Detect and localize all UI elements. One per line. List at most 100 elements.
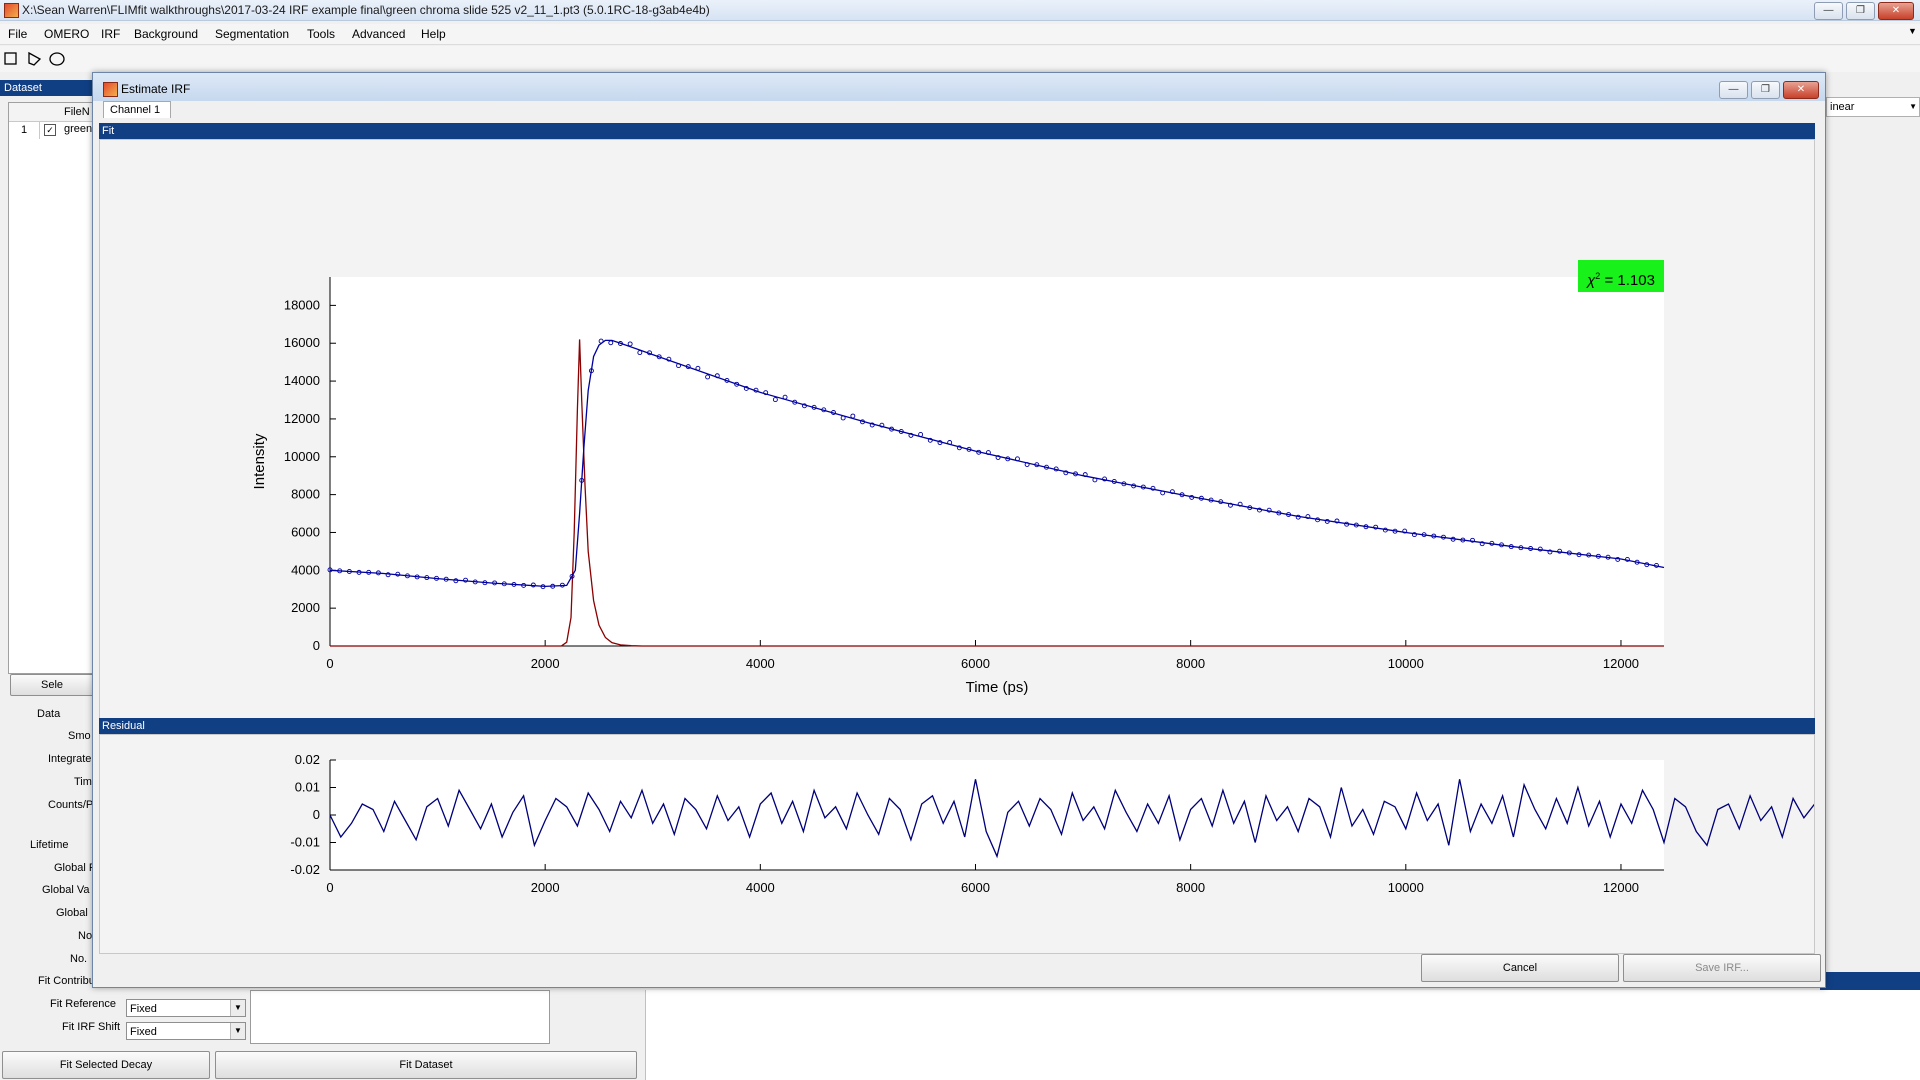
fit-reference-value: Fixed xyxy=(130,1003,157,1015)
data-point xyxy=(1557,548,1563,554)
y-tick-label: -0.02 xyxy=(290,862,320,877)
data-point xyxy=(666,356,672,362)
menu-help[interactable]: Help xyxy=(421,27,446,41)
menu-tools[interactable]: Tools xyxy=(307,27,336,41)
data-point xyxy=(695,365,701,371)
dataset-panel-header: Dataset xyxy=(0,80,96,96)
menu-omero[interactable]: OMERO xyxy=(44,27,90,41)
data-point xyxy=(1257,507,1262,513)
main-window-title: X:\Sean Warren\FLIMfit walkthroughs\2017… xyxy=(22,3,710,17)
data-point xyxy=(714,373,720,379)
row-filename[interactable]: green xyxy=(64,123,93,135)
x-tick-label: 2000 xyxy=(531,880,560,895)
polygon-tool-icon[interactable] xyxy=(28,51,42,66)
dialog-title: Estimate IRF xyxy=(121,82,191,96)
data-point xyxy=(1208,497,1214,503)
estimate-irf-dialog: Estimate IRF — ❐ ✕ Channel 1 Fit 0 2000 40… xyxy=(92,72,1880,988)
residual-panel-header: Residual xyxy=(99,718,1815,734)
data-point xyxy=(424,575,430,581)
label-counts: Counts/P xyxy=(48,799,94,811)
y-tick-label: 4000 xyxy=(291,562,320,577)
scale-select[interactable]: inear ▼ xyxy=(1826,97,1920,117)
tab-channel-1[interactable]: Channel 1 xyxy=(103,101,171,118)
data-point xyxy=(1499,542,1505,548)
data-point xyxy=(385,572,391,578)
chevron-down-icon[interactable]: ▼ xyxy=(230,1000,245,1016)
table-row[interactable]: 1 ✓ green xyxy=(9,121,93,139)
fit-dataset-button[interactable]: Fit Dataset xyxy=(215,1051,637,1079)
fit-irf-shift-value: Fixed xyxy=(130,1026,157,1038)
label-smoothing: Smo xyxy=(68,730,91,742)
data-point xyxy=(569,573,575,579)
data-point xyxy=(550,583,556,589)
data-point xyxy=(1140,484,1146,490)
fit-reference-select[interactable]: Fixed ▼ xyxy=(126,999,246,1017)
chevron-down-icon[interactable]: ▼ xyxy=(230,1023,245,1039)
data-point xyxy=(869,422,875,428)
menu-segmentation[interactable]: Segmentation xyxy=(215,27,290,41)
data-point xyxy=(1227,502,1233,508)
rectangle-tool-icon[interactable] xyxy=(4,52,17,65)
label-data: Data xyxy=(37,708,61,720)
menu-advanced[interactable]: Advanced xyxy=(352,27,406,41)
table-header-row: FileN xyxy=(9,103,93,122)
maximize-icon[interactable]: ❐ xyxy=(1751,81,1780,99)
data-point xyxy=(1431,533,1437,539)
data-point xyxy=(337,568,343,574)
select-button[interactable]: Sele xyxy=(10,674,94,696)
fit-irf-shift-select[interactable]: Fixed ▼ xyxy=(126,1022,246,1040)
residual-plot-area: 0 2000 4000 6000 8000 10000 12000 -0.02 -0.01 0 0.… xyxy=(99,734,1880,954)
label-lifetime: Lifetime xyxy=(30,839,69,851)
cancel-button[interactable]: Cancel xyxy=(1421,954,1619,982)
residual-chart[interactable]: 0 2000 4000 6000 8000 10000 12000 -0.02 -0.01 0 0.… xyxy=(100,735,1880,953)
data-point xyxy=(405,573,410,579)
fit-selected-decay-button[interactable]: Fit Selected Decay xyxy=(2,1051,210,1079)
menu-file[interactable]: File xyxy=(8,27,28,41)
data-point xyxy=(685,364,691,370)
data-point xyxy=(1218,499,1224,505)
data-point xyxy=(1344,521,1350,527)
data-point xyxy=(375,570,381,576)
data-point xyxy=(1450,536,1456,542)
close-icon[interactable]: ✕ xyxy=(1878,2,1914,20)
x-tick-label: 2000 xyxy=(531,656,560,671)
data-point xyxy=(637,350,643,356)
table-col-filename[interactable]: FileN xyxy=(64,106,90,118)
save-irf-button[interactable]: Save IRF... xyxy=(1623,954,1821,982)
data-point xyxy=(1286,512,1291,517)
options-textbox[interactable] xyxy=(250,990,550,1044)
chevron-down-icon[interactable]: ▼ xyxy=(1909,102,1917,111)
dataset-table[interactable]: FileN 1 ✓ green xyxy=(8,102,94,674)
data-point xyxy=(1566,550,1572,556)
data-point xyxy=(482,580,488,586)
row-checkbox[interactable]: ✓ xyxy=(44,124,56,136)
chi-value: = 1.103 xyxy=(1600,272,1655,289)
fit-chart[interactable]: 0 2000 4000 6000 8000 10000 12000 0 2000 4000 6000… xyxy=(100,140,1814,782)
toolbar-shapes xyxy=(4,51,65,66)
data-point xyxy=(1576,552,1582,558)
data-point xyxy=(1460,537,1466,543)
close-icon[interactable]: ✕ xyxy=(1783,81,1819,99)
toolbar xyxy=(0,46,1920,72)
data-point xyxy=(1315,517,1321,523)
label-integrate: Integrate xyxy=(48,753,92,765)
ellipse-tool-icon[interactable] xyxy=(49,52,65,66)
minimize-icon[interactable]: — xyxy=(1719,81,1748,99)
x-tick-label: 4000 xyxy=(746,656,775,671)
data-point xyxy=(1150,485,1156,491)
data-point xyxy=(956,445,962,451)
data-point xyxy=(734,381,740,387)
y-tick-label: 6000 xyxy=(291,524,320,539)
data-point xyxy=(511,581,517,587)
label-global: Global xyxy=(56,907,88,919)
minimize-icon[interactable]: — xyxy=(1814,2,1843,20)
menu-overflow-icon[interactable]: ▼ xyxy=(1908,26,1917,36)
data-point xyxy=(1005,456,1011,462)
data-point xyxy=(898,429,904,434)
menu-irf[interactable]: IRF xyxy=(101,27,121,41)
maximize-icon[interactable]: ❐ xyxy=(1846,2,1875,20)
data-point xyxy=(821,407,827,413)
data-point xyxy=(1634,559,1640,565)
data-point xyxy=(1082,472,1088,478)
menu-background[interactable]: Background xyxy=(134,27,199,41)
